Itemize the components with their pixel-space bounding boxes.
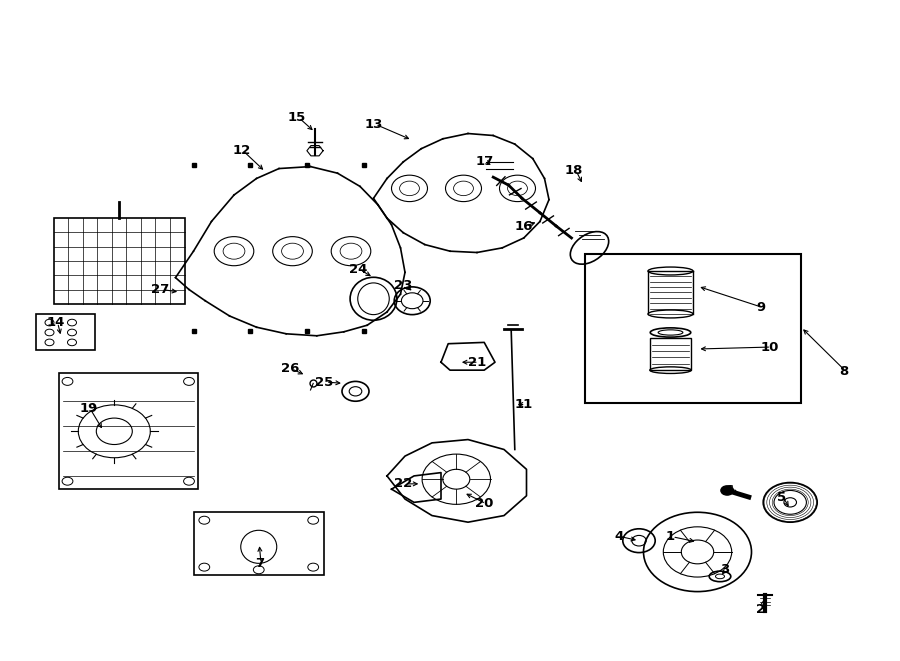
- Text: 24: 24: [349, 263, 367, 276]
- Text: 16: 16: [515, 219, 533, 233]
- Bar: [585, 254, 801, 403]
- Text: 21: 21: [468, 356, 486, 369]
- Text: 4: 4: [615, 530, 624, 543]
- Bar: [194, 512, 324, 575]
- Text: 6: 6: [724, 484, 733, 497]
- Text: 3: 3: [720, 563, 729, 576]
- Text: 9: 9: [756, 301, 765, 314]
- Bar: [650, 338, 691, 370]
- Text: 25: 25: [315, 375, 333, 389]
- Bar: [54, 218, 184, 304]
- Text: 26: 26: [281, 362, 299, 375]
- Text: 8: 8: [840, 365, 849, 378]
- Text: 14: 14: [47, 316, 65, 329]
- Text: 15: 15: [288, 111, 306, 124]
- Bar: [58, 373, 198, 489]
- Text: 18: 18: [565, 164, 583, 177]
- Text: 17: 17: [475, 155, 493, 169]
- Text: 1: 1: [666, 530, 675, 543]
- Text: 13: 13: [364, 118, 382, 131]
- Text: 2: 2: [756, 603, 765, 616]
- Text: 5: 5: [777, 490, 786, 504]
- Circle shape: [721, 486, 734, 495]
- Text: 23: 23: [394, 279, 412, 292]
- Text: 10: 10: [760, 340, 778, 354]
- Text: 22: 22: [394, 477, 412, 490]
- Bar: [36, 314, 94, 350]
- Text: 7: 7: [255, 557, 264, 570]
- Text: 27: 27: [151, 283, 169, 296]
- Text: 19: 19: [79, 402, 97, 415]
- Text: 11: 11: [515, 398, 533, 411]
- Text: 12: 12: [232, 144, 250, 157]
- Text: 20: 20: [475, 497, 493, 510]
